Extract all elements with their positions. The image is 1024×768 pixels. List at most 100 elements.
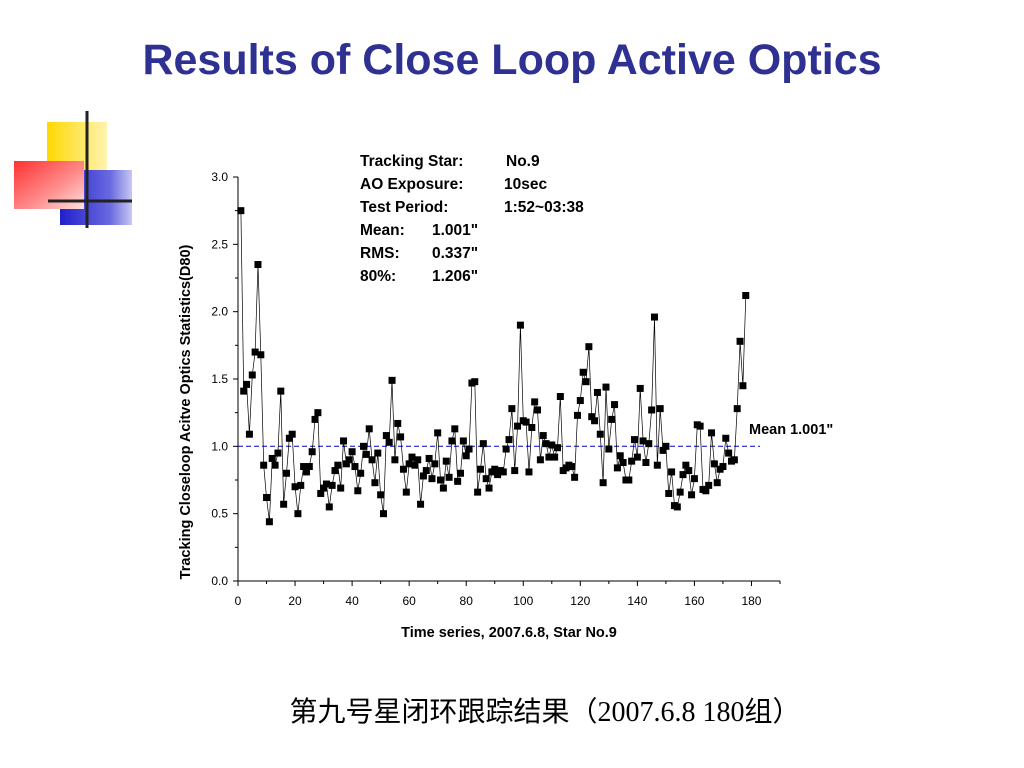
data-point [708, 429, 716, 437]
data-point [308, 448, 316, 456]
y-tick-label: 1.5 [211, 372, 228, 386]
data-point [419, 472, 427, 480]
data-point [665, 489, 673, 497]
data-point [633, 453, 641, 461]
data-point [377, 491, 385, 499]
info-key: AO Exposure: [360, 176, 463, 193]
x-tick-label: 20 [288, 594, 302, 608]
data-point [648, 406, 656, 414]
data-point [659, 446, 667, 454]
data-point [425, 454, 433, 462]
mean-label: Mean 1.001" [749, 422, 833, 438]
data-point [462, 452, 470, 460]
info-key: Tracking Star: [360, 153, 463, 170]
data-point [534, 406, 542, 414]
data-point [596, 430, 604, 438]
data-point [685, 467, 693, 475]
data-point [382, 432, 390, 440]
data-point [676, 488, 684, 496]
data-point [342, 460, 350, 468]
data-point [608, 415, 616, 423]
data-point [288, 430, 296, 438]
y-axis-label: Tracking Closeloop Acitve Optics Statist… [178, 244, 194, 579]
data-point [505, 436, 513, 444]
data-point [345, 456, 353, 464]
data-point [445, 473, 453, 481]
data-point [399, 465, 407, 473]
data-point [514, 422, 522, 430]
data-point [362, 450, 370, 458]
data-point [573, 411, 581, 419]
info-block: Tracking Star: No.9 AO Exposure: 10sec Test … [360, 153, 584, 285]
data-point [679, 471, 687, 479]
data-point [417, 500, 425, 508]
data-point [431, 460, 439, 468]
data-point [251, 348, 259, 356]
data-point [576, 397, 584, 405]
data-point [585, 343, 593, 351]
data-point [494, 471, 502, 479]
data-point [502, 445, 510, 453]
data-point [656, 405, 664, 413]
axes: 0.0 0.5 1.0 1.5 2.0 2.5 3.0 0 20 40 60 80 100 120 140 1… [211, 170, 781, 608]
data-point [511, 467, 519, 475]
data-point [545, 453, 553, 461]
data-point [434, 429, 442, 437]
data-point [696, 422, 704, 430]
data-point [439, 484, 447, 492]
data-point [268, 454, 276, 462]
data-point [702, 487, 710, 495]
data-point [471, 378, 479, 386]
data-point [437, 476, 445, 484]
data-point [650, 313, 658, 321]
data-point [454, 477, 462, 485]
decorative-squares [14, 111, 132, 228]
data-point [553, 444, 561, 452]
data-point [636, 384, 644, 392]
info-key: Test Period: [360, 199, 448, 216]
data-point [688, 491, 696, 499]
data-point [730, 456, 738, 464]
info-value: 10sec [504, 176, 547, 193]
data-point [360, 442, 368, 450]
data-point [274, 449, 282, 457]
x-tick-label: 140 [627, 594, 647, 608]
data-point [317, 489, 325, 497]
data-point [365, 425, 373, 433]
info-key: RMS: [360, 245, 400, 262]
data-point [422, 467, 430, 475]
y-tick-label: 0.5 [211, 507, 228, 521]
data-point [245, 430, 253, 438]
data-point [690, 475, 698, 483]
data-point [302, 468, 310, 476]
data-point [556, 393, 564, 401]
data-point [291, 483, 299, 491]
info-value: 1.001" [432, 222, 478, 239]
data-point [616, 452, 624, 460]
data-point [388, 376, 396, 384]
data-point [243, 380, 251, 388]
data-point [611, 401, 619, 409]
x-tick-label: 60 [402, 594, 416, 608]
data-point [260, 461, 268, 469]
data-point [314, 409, 322, 417]
data-point [522, 418, 530, 426]
data-point [516, 321, 524, 329]
data-point [357, 469, 365, 477]
data-point [297, 481, 305, 489]
data-point [354, 487, 362, 495]
data-point [682, 461, 690, 469]
data-point [254, 261, 262, 269]
slide-caption: 第九号星闭环跟踪结果（2007.6.8 180组） [289, 697, 801, 728]
data-point [465, 445, 473, 453]
data-point [588, 413, 596, 421]
data-point [394, 419, 402, 427]
data-point [602, 383, 610, 391]
data-point [371, 479, 379, 487]
data-point [625, 476, 633, 484]
data-point [673, 503, 681, 511]
data-point [402, 488, 410, 496]
data-point [285, 434, 293, 442]
info-key: Mean: [360, 222, 405, 239]
data-point [542, 440, 550, 448]
